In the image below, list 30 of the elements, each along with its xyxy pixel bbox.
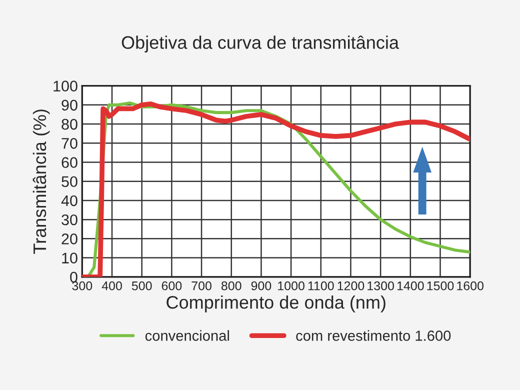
y-tick-label: 70 bbox=[62, 138, 78, 149]
x-tick-label: 800 bbox=[221, 281, 242, 290]
y-tick-label: 30 bbox=[62, 214, 78, 226]
x-tick-label: 1300 bbox=[368, 281, 394, 290]
legend-label: com revestimento 1.600 bbox=[296, 330, 451, 341]
x-axis-title: Comprimento de onda (nm) bbox=[166, 295, 386, 312]
x-tick-label: 500 bbox=[132, 281, 152, 290]
legend-label: convencional bbox=[145, 330, 229, 341]
y-tick-label: 10 bbox=[62, 252, 78, 264]
y-tick-label: 20 bbox=[62, 234, 78, 244]
y-axis-title: Transmitância (%) bbox=[32, 110, 50, 254]
x-tick-label: 700 bbox=[192, 281, 212, 290]
y-tick-label: 100 bbox=[54, 80, 78, 92]
y-tick-label: 40 bbox=[61, 195, 78, 206]
y-tick-label: 0 bbox=[70, 272, 78, 283]
y-tick-label: 60 bbox=[62, 157, 78, 168]
x-tick-label: 1600 bbox=[457, 281, 484, 290]
x-tick-label: 1200 bbox=[338, 281, 364, 290]
y-tick-label: 90 bbox=[62, 100, 78, 111]
x-tick-label: 1400 bbox=[397, 281, 424, 290]
x-tick-label: 300 bbox=[72, 281, 92, 290]
y-tick-label: 50 bbox=[62, 176, 78, 188]
x-tick-label: 1500 bbox=[427, 281, 454, 290]
x-tick-label: 1000 bbox=[278, 281, 304, 290]
x-tick-label: 1100 bbox=[308, 281, 334, 290]
chart-title: Objetiva da curva de transmitância bbox=[122, 36, 400, 52]
y-tick-label: 80 bbox=[62, 118, 78, 130]
x-tick-label: 900 bbox=[251, 281, 272, 290]
x-tick-label: 400 bbox=[102, 281, 122, 290]
x-tick-label: 600 bbox=[162, 281, 182, 290]
